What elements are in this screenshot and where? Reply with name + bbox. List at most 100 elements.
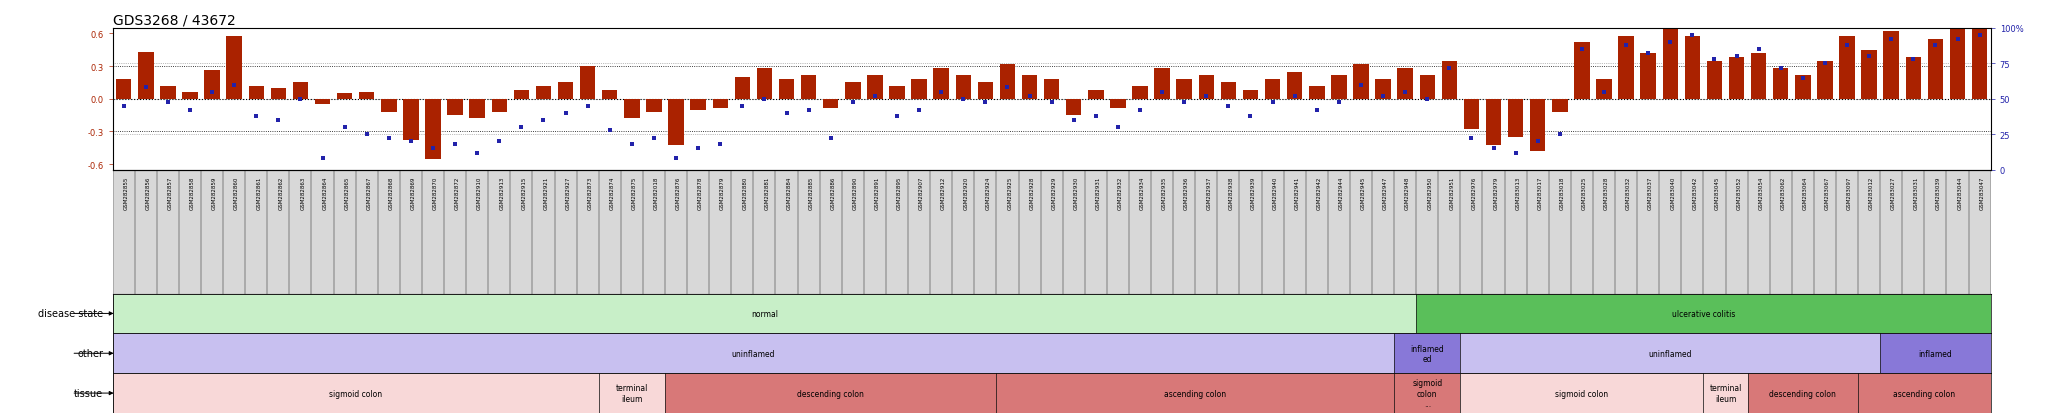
Point [1765, 65, 1798, 72]
Bar [598, 373, 666, 413]
Text: GSM282915: GSM282915 [522, 176, 526, 210]
Text: GSM282932: GSM282932 [1118, 176, 1122, 210]
Bar [205, 71, 219, 100]
Text: GSM282878: GSM282878 [698, 176, 702, 210]
Text: GSM283047: GSM283047 [1980, 176, 1985, 210]
Bar [690, 100, 707, 110]
Bar [182, 93, 199, 100]
Bar [1221, 83, 1237, 100]
Bar [1044, 80, 1059, 100]
Bar [315, 100, 330, 105]
Text: GSM282858: GSM282858 [190, 176, 195, 210]
Point [1079, 113, 1112, 120]
Point [1675, 33, 1708, 39]
Bar [934, 69, 948, 100]
Bar [381, 100, 397, 113]
Point [705, 141, 737, 148]
Bar [1485, 100, 1501, 145]
Bar [1507, 100, 1524, 138]
Bar [1972, 21, 1987, 100]
Point [1212, 103, 1245, 110]
Text: GSM282875: GSM282875 [633, 176, 637, 210]
Point [1255, 99, 1288, 106]
Text: GSM282928: GSM282928 [1030, 176, 1034, 210]
Bar [1087, 91, 1104, 100]
Point [1235, 113, 1268, 120]
Bar [668, 100, 684, 145]
Bar [1417, 294, 1991, 334]
Text: disease state: disease state [39, 309, 102, 319]
Bar [647, 100, 662, 113]
Text: GSM282934: GSM282934 [1141, 176, 1145, 210]
Text: GSM282945: GSM282945 [1362, 176, 1366, 210]
Bar [1575, 43, 1589, 100]
Bar [338, 94, 352, 100]
Point [858, 93, 891, 100]
Bar [1796, 76, 1810, 100]
Text: GSM283062: GSM283062 [1782, 176, 1786, 210]
Point [1499, 150, 1532, 157]
Bar [557, 83, 573, 100]
Text: GSM282930: GSM282930 [1073, 176, 1079, 210]
Text: terminal
ileum: terminal ileum [616, 383, 647, 403]
Bar [602, 91, 618, 100]
Text: other: other [78, 349, 102, 358]
Text: GSM282862: GSM282862 [279, 176, 283, 210]
Bar [1817, 62, 1833, 100]
Text: GSM283064: GSM283064 [1802, 176, 1808, 210]
Point [305, 156, 338, 162]
Text: GSM282948: GSM282948 [1405, 176, 1411, 210]
Bar [1419, 76, 1436, 100]
Text: GSM283054: GSM283054 [1759, 176, 1763, 210]
Point [1808, 61, 1841, 68]
Text: GSM282873: GSM282873 [588, 176, 592, 210]
Text: GSM282950: GSM282950 [1427, 176, 1432, 210]
Bar [1110, 100, 1126, 108]
Bar [1395, 373, 1460, 413]
Text: GSM282940: GSM282940 [1272, 176, 1278, 210]
Text: GSM282927: GSM282927 [565, 176, 571, 210]
Point [1057, 117, 1090, 124]
Text: GSM282856: GSM282856 [145, 176, 152, 210]
Point [506, 124, 539, 131]
Bar [1176, 80, 1192, 100]
Point [526, 117, 559, 124]
Text: uninflamed: uninflamed [1649, 349, 1692, 358]
Point [770, 110, 803, 117]
Point [461, 150, 494, 157]
Text: GSM282864: GSM282864 [322, 176, 328, 210]
Point [1346, 82, 1378, 89]
Bar [1243, 91, 1257, 100]
Text: sigmoid colon: sigmoid colon [330, 389, 383, 398]
Bar [492, 100, 508, 113]
Bar [1442, 62, 1456, 100]
Bar [113, 334, 1395, 373]
Bar [911, 80, 928, 100]
Text: ascending colon: ascending colon [1163, 389, 1227, 398]
Text: GSM282920: GSM282920 [963, 176, 969, 210]
Text: GSM283018: GSM283018 [1561, 176, 1565, 210]
Point [1454, 136, 1487, 142]
Text: GSM282925: GSM282925 [1008, 176, 1012, 210]
Bar [1927, 40, 1944, 100]
Bar [801, 76, 817, 100]
Point [1831, 43, 1864, 49]
Text: GSM282886: GSM282886 [831, 176, 836, 210]
Point [903, 107, 936, 114]
Bar [1331, 76, 1348, 100]
Point [1300, 107, 1333, 114]
Text: sigmoid colon: sigmoid colon [1554, 389, 1608, 398]
Text: normal: normal [752, 309, 778, 318]
Text: inflamed
ed: inflamed ed [1411, 344, 1444, 363]
Bar [1198, 76, 1214, 100]
Bar [160, 86, 176, 100]
Bar [1686, 36, 1700, 100]
Point [1278, 93, 1311, 100]
Text: GSM283045: GSM283045 [1714, 176, 1720, 210]
Point [197, 89, 229, 96]
Bar [1354, 65, 1368, 100]
Point [174, 107, 207, 114]
Bar [113, 373, 598, 413]
Bar [956, 76, 971, 100]
Bar [866, 76, 883, 100]
